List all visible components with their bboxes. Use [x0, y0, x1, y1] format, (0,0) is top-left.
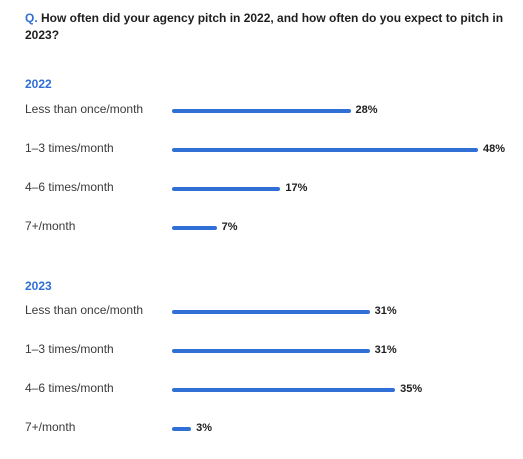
bar: [172, 187, 281, 191]
value-label: 31%: [374, 305, 397, 317]
category-label: 1–3 times/month: [25, 342, 114, 356]
chart-title-2022: 2022: [25, 77, 52, 91]
category-label: 4–6 times/month: [25, 381, 114, 395]
category-label: Less than once/month: [25, 303, 144, 317]
bar: [172, 148, 478, 152]
bar: [172, 349, 370, 353]
category-label: 7+/month: [25, 420, 76, 434]
value-label: 17%: [285, 182, 308, 194]
category-label: 1–3 times/month: [25, 141, 114, 155]
category-label: Less than once/month: [25, 102, 144, 116]
value-label: 3%: [196, 422, 213, 434]
bar: [172, 109, 351, 113]
question-body: How often did your agency pitch in 2022,…: [25, 11, 504, 42]
value-label: 7%: [221, 221, 238, 233]
bar: [172, 388, 396, 392]
chart-title-2023: 2023: [25, 279, 52, 293]
question-prefix: Q.: [25, 11, 38, 25]
bar: [172, 310, 370, 314]
bar: [172, 226, 217, 230]
category-label: 7+/month: [25, 219, 76, 233]
category-label: 4–6 times/month: [25, 180, 114, 194]
bar: [172, 427, 192, 431]
value-label: 28%: [355, 104, 378, 116]
value-label: 35%: [400, 383, 423, 395]
question-text: Q. How often did your agency pitch in 20…: [25, 10, 515, 44]
value-label: 48%: [483, 143, 506, 155]
value-label: 31%: [374, 344, 397, 356]
